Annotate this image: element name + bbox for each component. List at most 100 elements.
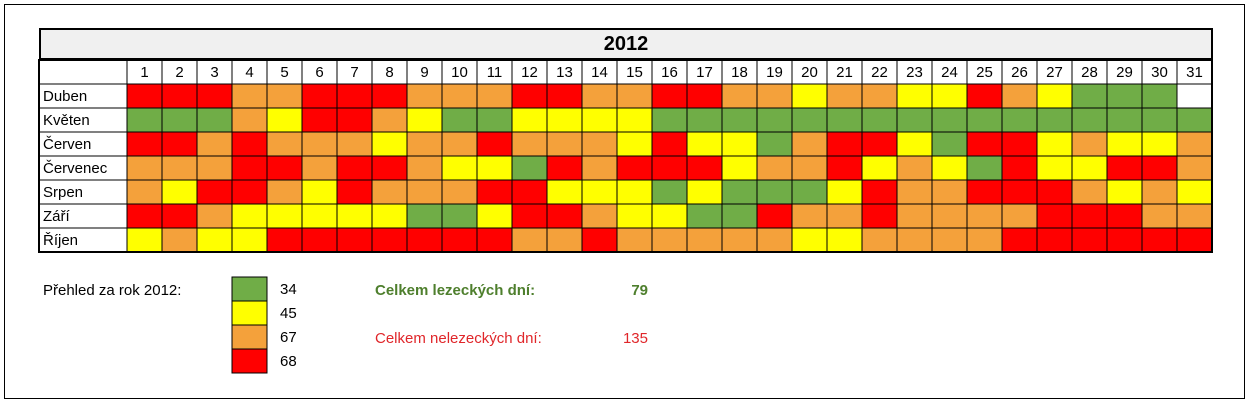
day-cell (721, 131, 758, 157)
day-cell (196, 155, 233, 181)
day-cell (686, 107, 723, 133)
day-header-label: 6 (315, 64, 323, 81)
day-header-label: 29 (1116, 64, 1133, 81)
day-cell (406, 83, 443, 109)
day-cell (1106, 155, 1143, 181)
day-cell (441, 179, 478, 205)
day-header-label: 22 (871, 64, 888, 81)
day-cell (546, 131, 583, 157)
day-cell (686, 227, 723, 253)
day-cell (1176, 155, 1213, 181)
day-cell (966, 155, 1003, 181)
day-cell (231, 131, 268, 157)
day-cell (266, 227, 303, 253)
day-cell (196, 179, 233, 205)
day-cell (826, 227, 863, 253)
day-cell (511, 155, 548, 181)
day-cell (931, 179, 968, 205)
day-cell (931, 227, 968, 253)
day-cell (1071, 203, 1108, 229)
legend-value: 45 (280, 305, 297, 322)
day-cell (511, 83, 548, 109)
day-cell (1036, 107, 1073, 133)
day-cell (161, 131, 198, 157)
day-cell (441, 131, 478, 157)
day-cell (441, 227, 478, 253)
day-cell (126, 107, 163, 133)
day-cell (231, 179, 268, 205)
day-cell (1176, 131, 1213, 157)
month-label-cell (38, 203, 128, 229)
day-cell (126, 203, 163, 229)
day-header-label: 14 (591, 64, 608, 81)
day-cell (826, 203, 863, 229)
day-cell (826, 155, 863, 181)
day-cell (231, 107, 268, 133)
day-header-cell (301, 59, 338, 85)
day-cell (301, 179, 338, 205)
day-cell (721, 155, 758, 181)
day-cell (861, 179, 898, 205)
day-header-cell (266, 59, 303, 85)
day-cell (651, 107, 688, 133)
day-header-label: 8 (385, 64, 393, 81)
legend-swatch (231, 300, 268, 326)
day-header-label: 9 (420, 64, 428, 81)
day-cell (1141, 179, 1178, 205)
day-cell (266, 179, 303, 205)
day-cell (1001, 179, 1038, 205)
day-header-label: 12 (521, 64, 538, 81)
legend-swatch (231, 348, 268, 374)
day-cell (1036, 227, 1073, 253)
header-corner (38, 59, 128, 85)
day-cell (861, 227, 898, 253)
day-cell (861, 203, 898, 229)
day-cell (301, 107, 338, 133)
day-cell (581, 179, 618, 205)
day-header-label: 5 (280, 64, 288, 81)
day-cell (931, 131, 968, 157)
day-header-cell (231, 59, 268, 85)
day-cell (1001, 83, 1038, 109)
day-cell (196, 83, 233, 109)
day-header-label: 3 (210, 64, 218, 81)
day-cell (1001, 227, 1038, 253)
day-cell (651, 179, 688, 205)
month-label: Červen (43, 136, 91, 153)
day-cell (231, 227, 268, 253)
day-cell (721, 83, 758, 109)
day-cell (441, 107, 478, 133)
day-cell (1106, 203, 1143, 229)
legend-swatch (231, 324, 268, 350)
day-cell (301, 83, 338, 109)
day-cell (756, 155, 793, 181)
day-cell (546, 107, 583, 133)
day-cell (756, 107, 793, 133)
day-cell (791, 131, 828, 157)
day-cell (511, 107, 548, 133)
day-cell (721, 203, 758, 229)
day-header-label: 31 (1186, 64, 1203, 81)
day-cell (581, 203, 618, 229)
day-cell (476, 83, 513, 109)
day-cell (966, 179, 1003, 205)
day-cell (616, 131, 653, 157)
day-cell (651, 155, 688, 181)
day-cell (441, 203, 478, 229)
day-cell (616, 227, 653, 253)
day-cell (1071, 227, 1108, 253)
day-cell (511, 227, 548, 253)
day-cell (1106, 179, 1143, 205)
day-cell (966, 107, 1003, 133)
day-cell (931, 203, 968, 229)
day-cell (126, 227, 163, 253)
day-cell (196, 107, 233, 133)
day-cell (546, 179, 583, 205)
day-cell (686, 203, 723, 229)
day-cell (476, 107, 513, 133)
day-cell (336, 155, 373, 181)
day-cell (301, 155, 338, 181)
day-cell (511, 203, 548, 229)
day-cell (861, 107, 898, 133)
day-cell (371, 179, 408, 205)
